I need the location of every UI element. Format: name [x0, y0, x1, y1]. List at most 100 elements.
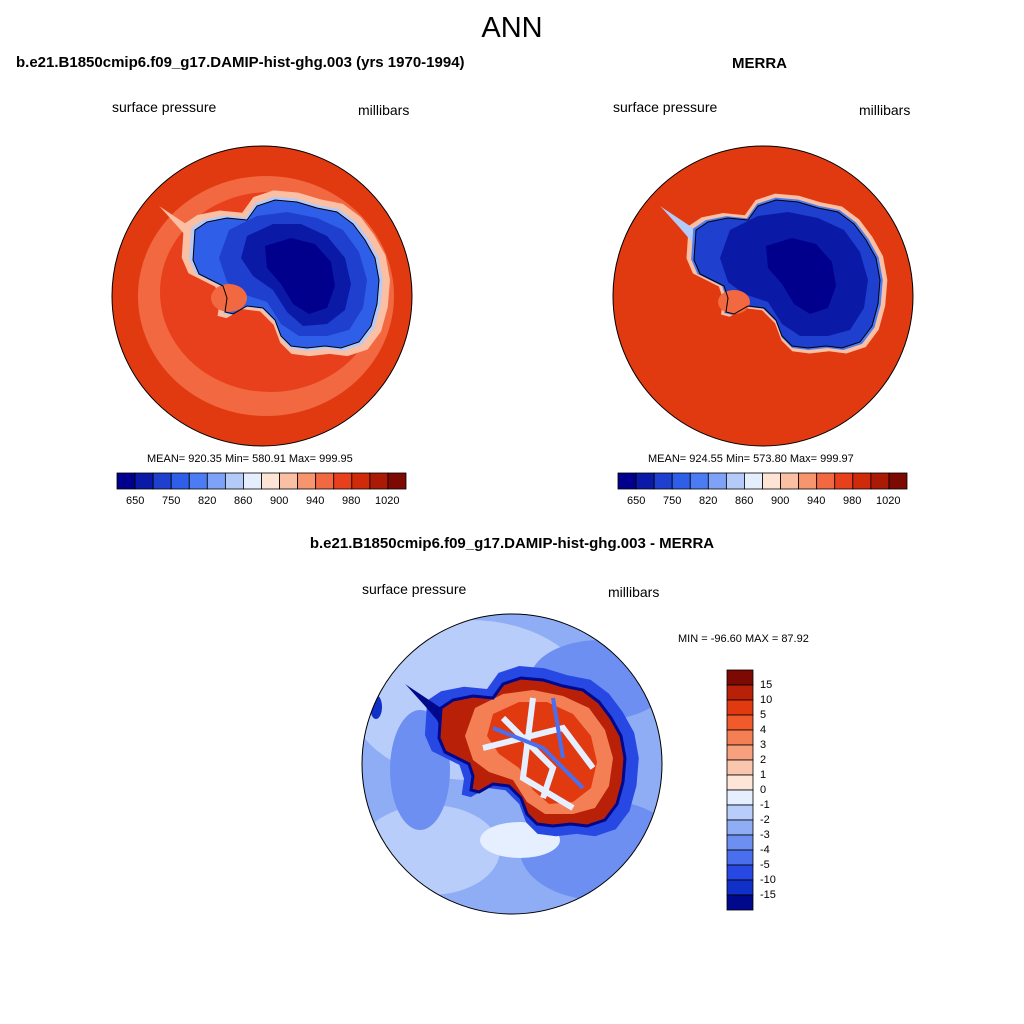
colorbar-tick: 10	[760, 694, 773, 706]
colorbar-tick: 3	[760, 739, 767, 751]
colorbar-swatch	[333, 472, 353, 490]
colorbar-tick: -2	[760, 814, 770, 826]
colorbar-swatch	[170, 472, 190, 490]
colorbar-tick: -5	[760, 859, 770, 871]
diff-panel-title: b.e21.B1850cmip6.f09_g17.DAMIP-hist-ghg.…	[309, 535, 715, 552]
colorbar-tick: -3	[760, 829, 770, 841]
obs-units-label: millibars	[859, 102, 911, 118]
colorbar-swatch	[689, 472, 709, 490]
colorbar-swatch	[726, 864, 754, 881]
colorbar-swatch	[134, 472, 154, 490]
colorbar-swatch	[261, 472, 280, 490]
colorbar-swatch	[726, 849, 754, 866]
colorbar-swatch	[888, 472, 908, 490]
colorbar-swatch	[351, 472, 371, 490]
obs-map-border	[612, 145, 914, 447]
colorbar-tick: 15	[760, 679, 773, 691]
colorbar-swatch	[188, 472, 208, 490]
model-variable-label: surface pressure	[112, 99, 217, 115]
colorbar-swatch	[852, 472, 872, 490]
colorbar-swatch	[726, 834, 754, 851]
colorbar-swatch	[315, 472, 335, 490]
colorbar-tick: 900	[771, 495, 790, 507]
obs-panel-title: MERRA	[732, 55, 787, 72]
colorbar-tick: 0	[760, 784, 767, 796]
colorbar-swatch	[726, 714, 754, 731]
colorbar-tick: 750	[162, 495, 181, 507]
colorbar-tick: -15	[760, 889, 776, 901]
colorbar-swatch	[635, 472, 655, 490]
colorbar-tick: 650	[627, 495, 646, 507]
colorbar-swatch	[653, 472, 673, 490]
colorbar-swatch	[224, 472, 244, 490]
colorbar-tick: 2	[760, 754, 767, 766]
colorbar-swatch	[387, 472, 407, 490]
colorbar-swatch	[726, 729, 754, 746]
colorbar-swatch	[671, 472, 691, 490]
diff-units-label: millibars	[608, 584, 660, 600]
colorbar-swatch	[744, 472, 763, 490]
colorbar-tick: 1020	[375, 495, 400, 507]
colorbar-swatch	[206, 472, 226, 490]
obs-map	[613, 146, 913, 446]
diff-map	[362, 614, 662, 914]
colorbar-tick: 900	[270, 495, 289, 507]
colorbar-swatch	[726, 699, 754, 716]
obs-stats: MEAN= 924.55 Min= 573.80 Max= 999.97	[648, 453, 854, 465]
colorbar-swatch	[152, 472, 172, 490]
colorbar-swatch	[726, 669, 754, 686]
colorbar-swatch	[116, 472, 136, 490]
colorbar-tick: 4	[760, 724, 767, 736]
colorbar-swatch	[726, 804, 754, 821]
colorbar-swatch	[798, 472, 818, 490]
diff-colorbar	[726, 669, 754, 911]
colorbar-tick: 940	[807, 495, 826, 507]
colorbar-swatch	[726, 759, 754, 776]
colorbar-tick: 980	[342, 495, 361, 507]
colorbar-tick: 750	[663, 495, 682, 507]
colorbar-swatch	[707, 472, 727, 490]
colorbar-tick: 820	[699, 495, 718, 507]
model-stats: MEAN= 920.35 Min= 580.91 Max= 999.95	[147, 453, 353, 465]
colorbar-tick: 5	[760, 709, 767, 721]
colorbar-swatch	[725, 472, 745, 490]
model-map	[112, 146, 412, 446]
colorbar-swatch	[780, 472, 800, 490]
colorbar-tick: 1	[760, 769, 767, 781]
colorbar-swatch	[726, 789, 754, 806]
colorbar-swatch	[726, 684, 754, 701]
colorbar-swatch	[762, 472, 781, 490]
colorbar-tick: 860	[735, 495, 754, 507]
colorbar-swatch	[617, 472, 637, 490]
colorbar-tick: -10	[760, 874, 776, 886]
colorbar-tick: -1	[760, 799, 770, 811]
colorbar-swatch	[369, 472, 389, 490]
diff-variable-label: surface pressure	[362, 581, 467, 597]
colorbar-tick: 860	[234, 495, 253, 507]
colorbar-swatch	[870, 472, 890, 490]
colorbar-swatch	[726, 819, 754, 836]
colorbar-tick: 940	[306, 495, 325, 507]
model-panel-title: b.e21.B1850cmip6.f09_g17.DAMIP-hist-ghg.…	[16, 54, 465, 71]
diff-map-border	[361, 613, 663, 915]
model-colorbar	[116, 472, 407, 490]
model-map-border	[111, 145, 413, 447]
colorbar-swatch	[726, 894, 754, 911]
colorbar-swatch	[726, 744, 754, 761]
colorbar-swatch	[243, 472, 262, 490]
colorbar-swatch	[297, 472, 317, 490]
colorbar-tick: 650	[126, 495, 145, 507]
main-title: ANN	[481, 12, 543, 44]
colorbar-tick: 1020	[876, 495, 901, 507]
obs-variable-label: surface pressure	[613, 99, 718, 115]
colorbar-swatch	[726, 879, 754, 896]
diff-stats: MIN = -96.60 MAX = 87.92	[678, 633, 809, 645]
colorbar-tick: -4	[760, 844, 770, 856]
obs-colorbar	[617, 472, 908, 490]
colorbar-swatch	[279, 472, 299, 490]
colorbar-swatch	[726, 774, 754, 791]
colorbar-tick: 820	[198, 495, 217, 507]
colorbar-swatch	[834, 472, 854, 490]
colorbar-tick: 980	[843, 495, 862, 507]
